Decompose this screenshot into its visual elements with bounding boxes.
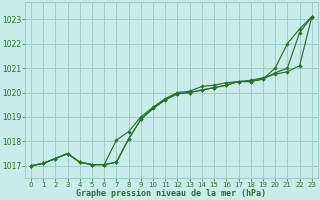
X-axis label: Graphe pression niveau de la mer (hPa): Graphe pression niveau de la mer (hPa) <box>76 189 266 198</box>
